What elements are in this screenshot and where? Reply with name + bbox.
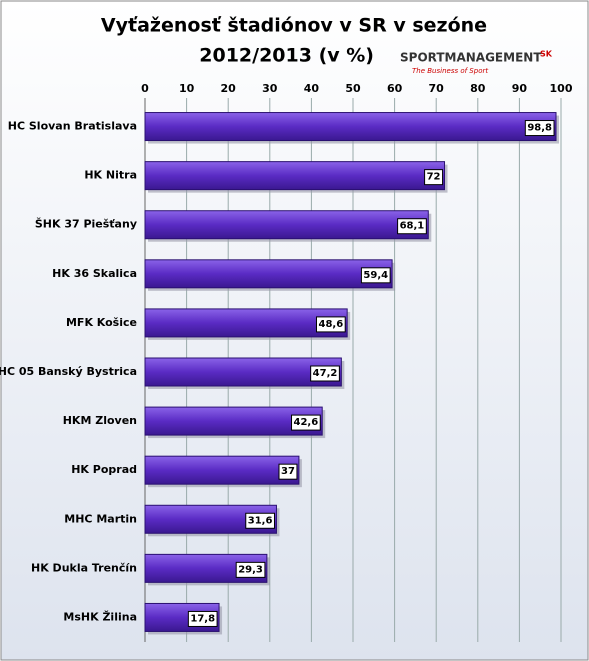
- value-label-box: [360, 267, 391, 284]
- chart-title: 2012/2013 (v %): [199, 45, 374, 67]
- value-label: 72: [427, 172, 441, 183]
- value-label-box: [310, 365, 340, 382]
- y-tick-label: HK Poprad: [71, 463, 137, 476]
- value-label: 48,6: [318, 319, 343, 330]
- x-tick-label: 10: [179, 82, 195, 95]
- value-label-box: [397, 218, 427, 235]
- value-label: 42,6: [294, 417, 319, 428]
- value-label-box: [424, 169, 444, 186]
- value-label: 17,8: [190, 613, 215, 624]
- logo-tagline: The Business of Sport: [412, 67, 488, 75]
- x-tick-label: 60: [387, 82, 403, 95]
- logo-suffix: SK: [540, 50, 553, 59]
- x-tick-label: 80: [470, 82, 486, 95]
- value-label: 98,8: [527, 123, 552, 134]
- y-tick-label: HK Dukla Trenčín: [31, 561, 137, 574]
- y-tick-label: HC 05 Banský Bystrica: [0, 365, 137, 378]
- x-tick-label: 70: [429, 82, 445, 95]
- y-tick-label: HK Nitra: [84, 169, 137, 182]
- value-label-box: [524, 120, 555, 137]
- bar: [144, 161, 446, 191]
- y-tick-label: MFK Košice: [66, 316, 137, 329]
- bar: [144, 112, 557, 142]
- x-tick-label: 20: [221, 82, 237, 95]
- y-tick-label: HC Slovan Bratislava: [8, 120, 137, 133]
- bar: [144, 308, 348, 338]
- x-tick-label: 90: [512, 82, 528, 95]
- x-tick-label: 50: [345, 82, 361, 95]
- bar: [144, 259, 393, 289]
- chart-title: Vyťaženosť štadiónov v SR v sezóne: [101, 15, 487, 37]
- value-label: 37: [281, 466, 295, 477]
- y-tick-label: HK 36 Skalica: [52, 267, 137, 280]
- value-label-box: [235, 561, 266, 578]
- y-tick-label: ŠHK 37 Piešťany: [35, 218, 137, 231]
- value-label: 68,1: [400, 221, 425, 232]
- value-label: 47,2: [313, 368, 338, 379]
- value-label-box: [315, 316, 346, 333]
- y-tick-label: MsHK Žilina: [63, 610, 137, 623]
- x-tick-label: 0: [141, 82, 149, 95]
- x-tick-label: 40: [304, 82, 320, 95]
- value-label: 29,3: [238, 564, 263, 575]
- y-tick-label: HKM Zloven: [63, 414, 137, 427]
- y-tick-label: MHC Martin: [64, 512, 137, 525]
- bar: [144, 455, 300, 485]
- bar: [144, 210, 429, 240]
- x-tick-label: 100: [550, 82, 573, 95]
- value-label-box: [278, 463, 298, 480]
- x-tick-label: 30: [262, 82, 278, 95]
- value-label: 59,4: [363, 270, 388, 281]
- logo-text: SPORTMANAGEMENT: [400, 51, 542, 65]
- value-label-box: [291, 414, 321, 431]
- logo: SPORTMANAGEMENT SK The Business of Sport: [400, 50, 553, 76]
- bar: [144, 357, 342, 387]
- value-label-box: [187, 610, 218, 627]
- value-label: 31,6: [248, 515, 273, 526]
- value-label-box: [245, 512, 275, 529]
